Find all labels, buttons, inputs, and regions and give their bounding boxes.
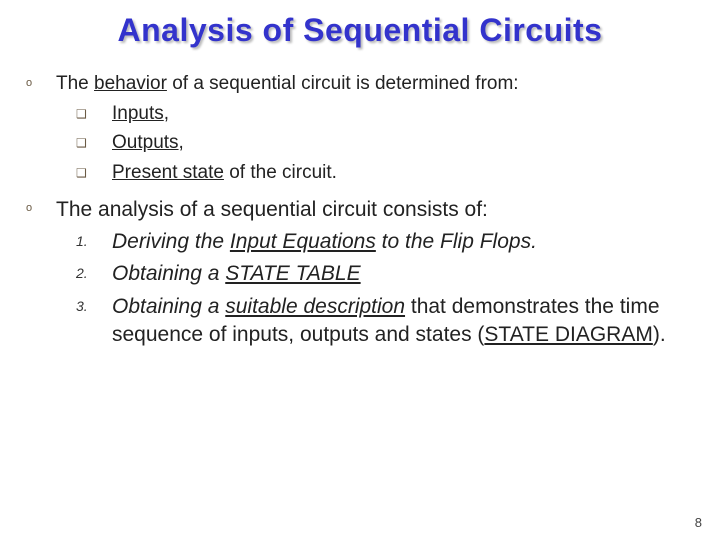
circle-bullet-icon: o — [24, 196, 56, 214]
sub-presentstate-text: Present state of the circuit. — [112, 160, 337, 186]
step-2: 2. Obtaining a STATE TABLE — [76, 260, 696, 288]
outputs-underlined: Outputs — [112, 132, 179, 153]
step-3-text: Obtaining a suitable description that de… — [112, 293, 696, 350]
sub-outputs: ❑ Outputs, — [76, 130, 696, 156]
presentstate-underlined: Present state — [112, 162, 224, 183]
step3-pre: Obtaining a — [112, 295, 225, 318]
slide-title: Analysis of Sequential Circuits — [24, 12, 696, 49]
sub-presentstate: ❑ Present state of the circuit. — [76, 160, 696, 186]
behavior-text: The behavior of a sequential circuit is … — [56, 71, 519, 97]
step-3: 3. Obtaining a suitable description that… — [76, 293, 696, 350]
text-post: of a sequential circuit is determined fr… — [167, 73, 519, 94]
bullet-analysis: o The analysis of a sequential circuit c… — [24, 196, 696, 224]
bullet-behavior: o The behavior of a sequential circuit i… — [24, 71, 696, 97]
step2-pre: Obtaining a — [112, 262, 225, 285]
square-bullet-icon: ❑ — [76, 101, 112, 121]
step3-u: suitable description — [225, 295, 405, 318]
sub-outputs-text: Outputs, — [112, 130, 184, 156]
sub-inputs: ❑ Inputs, — [76, 101, 696, 127]
presentstate-post: of the circuit. — [224, 162, 337, 183]
step-number: 2. — [76, 260, 112, 281]
sub-inputs-text: Inputs, — [112, 101, 169, 127]
behavior-sublist: ❑ Inputs, ❑ Outputs, ❑ Present state of … — [24, 101, 696, 186]
slide-container: Analysis of Sequential Circuits o The be… — [0, 0, 720, 377]
inputs-comma: , — [164, 103, 169, 124]
step1-pre: Deriving the — [112, 230, 230, 253]
analysis-text: The analysis of a sequential circuit con… — [56, 196, 488, 224]
square-bullet-icon: ❑ — [76, 160, 112, 180]
step3-post2: ). — [653, 323, 666, 346]
analysis-steps: 1. Deriving the Input Equations to the F… — [24, 228, 696, 349]
step-1-text: Deriving the Input Equations to the Flip… — [112, 228, 537, 256]
step1-u: Input Equations — [230, 230, 376, 253]
step-number: 3. — [76, 293, 112, 314]
step1-post: to the Flip Flops. — [376, 230, 537, 253]
step-number: 1. — [76, 228, 112, 249]
text-behavior-underlined: behavior — [94, 73, 167, 94]
step-1: 1. Deriving the Input Equations to the F… — [76, 228, 696, 256]
page-number: 8 — [695, 515, 702, 530]
text-pre: The — [56, 73, 94, 94]
square-bullet-icon: ❑ — [76, 130, 112, 150]
circle-bullet-icon: o — [24, 71, 56, 89]
outputs-comma: , — [179, 132, 184, 153]
step3-u2: STATE DIAGRAM — [484, 323, 652, 346]
step2-u: STATE TABLE — [225, 262, 360, 285]
step-2-text: Obtaining a STATE TABLE — [112, 260, 361, 288]
inputs-underlined: Inputs — [112, 103, 164, 124]
